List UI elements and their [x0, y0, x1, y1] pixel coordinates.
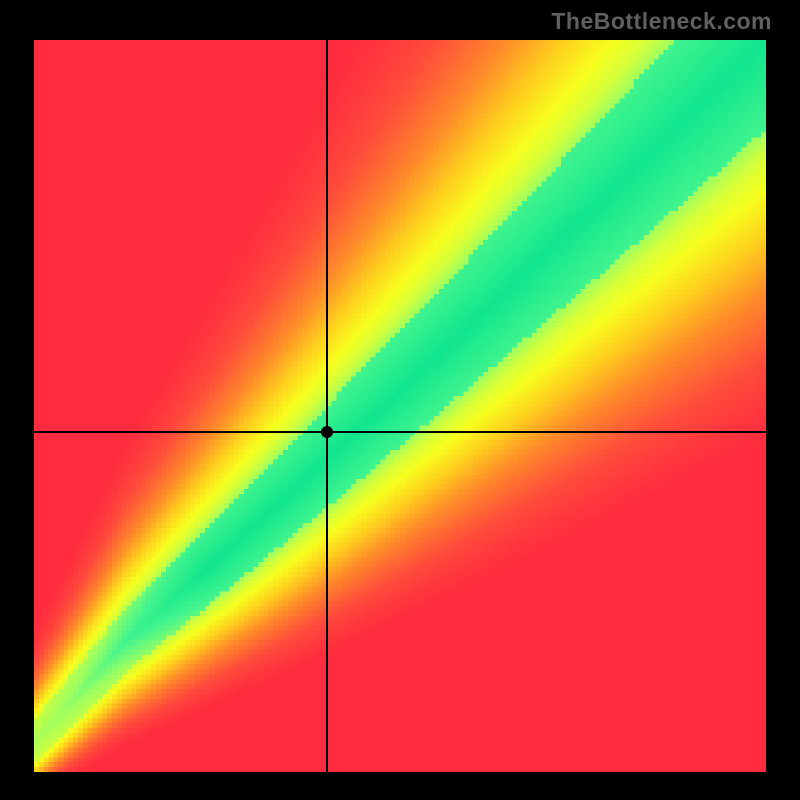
crosshair-vertical	[326, 40, 328, 772]
data-point-marker	[321, 426, 333, 438]
heatmap-canvas	[34, 40, 766, 772]
plot-area	[34, 40, 766, 772]
crosshair-horizontal	[34, 431, 766, 433]
watermark-text: TheBottleneck.com	[551, 8, 772, 35]
